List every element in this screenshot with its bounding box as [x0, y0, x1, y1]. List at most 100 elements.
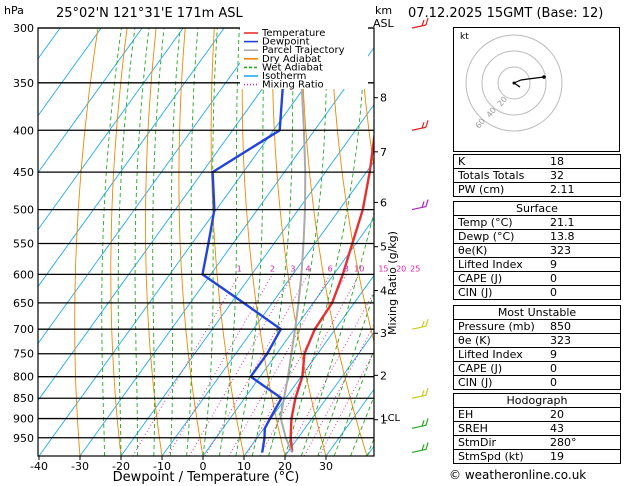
wind-barb-flag: [425, 199, 429, 207]
index-value: 9: [546, 347, 621, 362]
index-value: 850: [546, 319, 621, 334]
pressure-tick-label: 350: [13, 77, 34, 90]
table-row: CIN (J) 0: [453, 285, 621, 300]
index-value: 13.8: [546, 229, 621, 244]
table-row: StmSpd (kt) 19: [453, 449, 621, 464]
pressure-tick-label: 500: [13, 204, 34, 217]
x-tick-label: -40: [30, 460, 48, 473]
mixing-ratio-tick-label: 6: [328, 264, 333, 273]
index-value: 0: [546, 375, 621, 390]
km-unit-label: km: [375, 4, 392, 17]
wet-adiabat: [134, 28, 150, 456]
pressure-tick-label: 800: [13, 371, 34, 384]
index-value: 323: [546, 333, 621, 348]
index-key: CAPE (J): [453, 361, 546, 376]
index-key: CIN (J): [453, 375, 546, 390]
x-tick-label: 0: [200, 460, 207, 473]
pressure-tick-label: 600: [13, 268, 34, 281]
index-value: 43: [546, 421, 621, 436]
dry-adiabat: [145, 28, 163, 456]
mixing-ratio-line: [228, 274, 331, 456]
hodo-ring-label-40: 40: [485, 106, 498, 120]
index-value: 0: [546, 361, 621, 376]
dry-adiabat: [74, 28, 99, 456]
table-row: EH 20: [453, 407, 621, 422]
wind-barb-flag: [421, 122, 425, 129]
wind-barb-flag: [421, 201, 425, 208]
mixing-ratio-tick-label: 20: [396, 264, 406, 273]
wind-barb: [411, 418, 429, 429]
table-title-row: Most Unstable: [453, 305, 621, 320]
index-value: 32: [546, 168, 621, 183]
wind-barb-flag: [421, 420, 425, 427]
isotherm: [38, 28, 102, 117]
pressure-tick-label: 300: [13, 22, 34, 35]
hodograph-panel: kt 20 40 60: [453, 27, 620, 152]
legend-box: [240, 27, 368, 89]
legend-label: Isotherm: [262, 71, 306, 82]
table-row: Dewp (°C) 13.8: [453, 229, 621, 244]
mixing-ratio-tick-label: 4: [306, 264, 311, 273]
pressure-tick-label: 650: [13, 297, 34, 310]
isotherm: [202, 217, 374, 456]
index-key: Lifted Index: [453, 347, 546, 362]
x-axis-title: Dewpoint / Temperature (°C): [113, 470, 300, 485]
plot-frame: [37, 27, 375, 457]
index-key: Dewp (°C): [453, 229, 546, 244]
most-unstable-table: Most Unstable Pressure (mb) 850 θe (K) 323…: [453, 305, 621, 390]
isotherm: [38, 28, 307, 402]
km-tick-label: 5: [380, 241, 387, 254]
index-key: EH: [453, 407, 546, 422]
isotherm: [284, 331, 374, 456]
asl-unit-label: ASL: [373, 17, 395, 30]
pressure-tick-label: 550: [13, 237, 34, 250]
index-value: 9: [546, 257, 621, 272]
hodograph-plot: kt 20 40 60: [460, 32, 563, 132]
wind-barb: [411, 17, 429, 29]
km-tick-label: 2: [380, 369, 387, 382]
mixing-ratio-tick-label: 2: [270, 264, 275, 273]
mixing-ratio-tick-label: 8: [344, 264, 349, 273]
table-row: Temp (°C) 21.1: [453, 215, 621, 230]
mixing-ratio-tick-label: 15: [378, 264, 388, 273]
lcl-label: LCL: [382, 413, 401, 424]
hodo-ring-40: [481, 50, 547, 116]
index-value: 19: [546, 449, 621, 464]
km-tick-label: 4: [380, 285, 387, 298]
wind-barb-flag: [421, 444, 425, 451]
index-value: 0: [546, 271, 621, 286]
table-row: CIN (J) 0: [453, 375, 621, 390]
dry-adiabat: [359, 28, 374, 170]
mixing-ratio-line: [285, 290, 374, 456]
wind-barb-flag: [425, 388, 429, 396]
pressure-tick-label: 450: [13, 166, 34, 179]
wind-barb-flag: [425, 418, 429, 426]
km-tick-label: 6: [380, 196, 387, 209]
wet-adiabat: [101, 28, 122, 456]
table-row: Pressure (mb) 850: [453, 319, 621, 334]
index-key: Temp (°C): [453, 215, 546, 230]
index-value: 21.1: [546, 215, 621, 230]
index-key: θe(K): [453, 243, 546, 258]
pressure-tick-label: 400: [13, 124, 34, 137]
credit-text: © weatheronline.co.uk: [449, 468, 587, 482]
index-key: StmDir: [453, 435, 546, 450]
x-tick-label: 10: [237, 460, 251, 473]
dry-adiabat: [621, 28, 629, 456]
mixing-ratio-line: [132, 274, 240, 456]
wind-barb-flag: [421, 321, 425, 328]
km-tick-label: 8: [380, 92, 387, 105]
mu-title: Most Unstable: [453, 305, 621, 320]
index-value: 323: [546, 243, 621, 258]
wind-barb-flag: [421, 19, 425, 27]
index-key: θe (K): [453, 333, 546, 348]
surface-title: Surface: [453, 201, 621, 216]
wind-barb-shaft: [411, 206, 427, 211]
index-value: 0: [546, 285, 621, 300]
index-key: Totals Totals: [453, 168, 546, 183]
pressure-tick-label: 700: [13, 323, 34, 336]
legend-label: Dewpoint: [262, 37, 310, 48]
wind-barb-shaft: [411, 448, 427, 454]
hodo-trace: [512, 76, 545, 88]
x-tick-label: -10: [153, 460, 171, 473]
